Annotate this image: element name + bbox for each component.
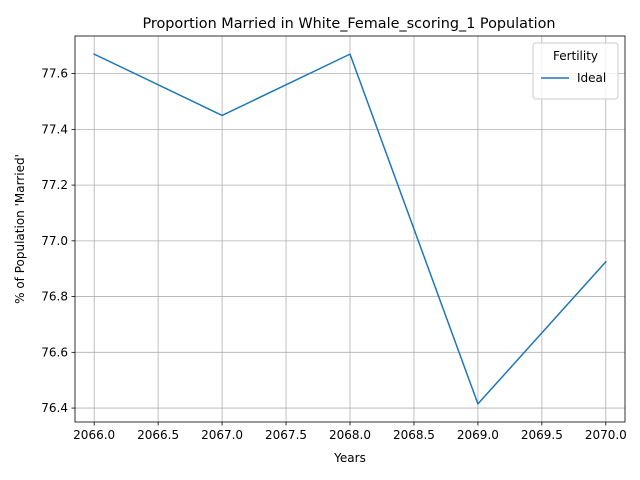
legend-entry-ideal: Ideal — [577, 71, 606, 85]
x-tick-label: 2068.5 — [393, 428, 435, 442]
x-tick-label: 2068.0 — [329, 428, 371, 442]
series-lines — [93, 53, 607, 405]
x-tick-label: 2067.0 — [201, 428, 243, 442]
x-tick-label: 2067.5 — [265, 428, 307, 442]
x-axis-label: Years — [333, 451, 366, 465]
x-tick-label: 2066.5 — [137, 428, 179, 442]
legend: Fertility Ideal — [532, 42, 619, 100]
x-tick-label: 2066.0 — [73, 428, 115, 442]
y-tick-label: 76.4 — [41, 401, 68, 415]
y-tick-label: 77.2 — [41, 178, 68, 192]
y-tick-label: 77.4 — [41, 122, 68, 136]
y-axis-label: % of Population 'Married' — [13, 154, 27, 304]
series-line-ideal — [93, 53, 607, 405]
y-tick-label: 76.8 — [41, 290, 68, 304]
legend-title: Fertility — [553, 49, 598, 63]
y-tick-label: 77.6 — [41, 67, 68, 81]
axis-ticks: 2066.0 2066.5 2067.0 2067.5 2068.0 2068.5 2069… — [41, 67, 627, 442]
x-tick-label: 2070.0 — [585, 428, 627, 442]
y-tick-label: 76.6 — [41, 345, 68, 359]
legend-box — [532, 42, 619, 100]
y-tick-label: 77.0 — [41, 234, 68, 248]
x-tick-label: 2069.5 — [521, 428, 563, 442]
x-tick-label: 2069.0 — [457, 428, 499, 442]
chart-title: Proportion Married in White_Female_scori… — [142, 16, 555, 32]
